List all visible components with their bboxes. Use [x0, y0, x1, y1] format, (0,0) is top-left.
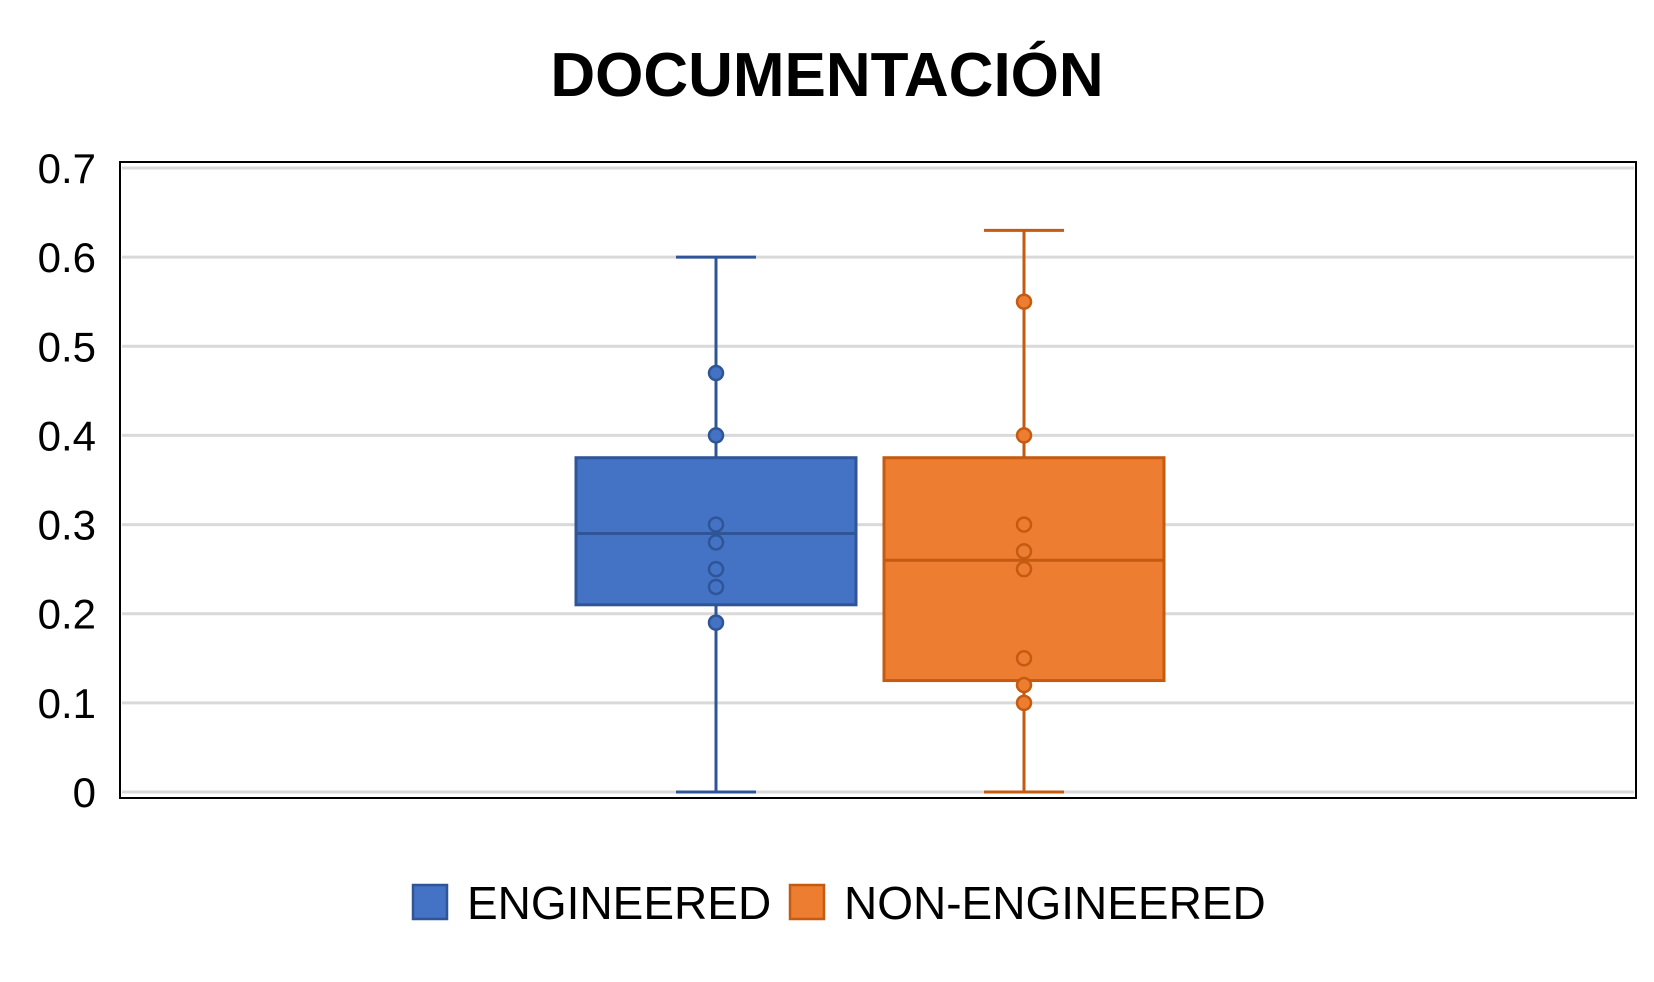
y-tick-label-0: 0 — [73, 769, 96, 816]
data-point-3 — [707, 534, 725, 551]
data-point-5 — [707, 578, 725, 596]
legend-item-1: NON-ENGINEERED — [788, 877, 1266, 929]
data-point-1 — [707, 427, 725, 444]
y-tick-label-1: 0.1 — [38, 680, 96, 727]
legend: ENGINEERED NON-ENGINEERED — [411, 877, 1266, 929]
data-point-2 — [707, 516, 725, 533]
y-axis-tick-labels: 0 0.1 0.2 0.3 0.4 0.5 0.6 0.7 — [38, 145, 96, 816]
data-point-6 — [1015, 676, 1033, 694]
y-tick-label-5: 0.5 — [38, 323, 96, 370]
data-point-4 — [707, 560, 725, 578]
data-point-2 — [1015, 516, 1033, 533]
data-point-7 — [1015, 694, 1033, 712]
box-series-0 — [574, 255, 858, 794]
data-point-0 — [1015, 293, 1033, 310]
box-series — [574, 228, 1166, 794]
y-tick-label-4: 0.4 — [38, 412, 96, 459]
legend-label: ENGINEERED — [467, 877, 771, 929]
legend-item-0: ENGINEERED — [411, 877, 771, 929]
legend-label: NON-ENGINEERED — [844, 877, 1266, 929]
data-point-5 — [1015, 650, 1033, 667]
data-point-3 — [1015, 543, 1033, 560]
legend-swatch — [411, 883, 449, 921]
data-point-1 — [1015, 427, 1033, 444]
box-series-1 — [882, 228, 1166, 794]
y-tick-label-3: 0.3 — [38, 502, 96, 549]
chart-title: DOCUMENTACIÓN — [550, 41, 1103, 110]
data-point-6 — [707, 614, 725, 631]
box-iqr — [882, 456, 1166, 683]
y-tick-label-2: 0.2 — [38, 591, 96, 638]
data-point-4 — [1015, 560, 1033, 578]
y-tick-label-6: 0.6 — [38, 234, 96, 281]
plot-area-frame — [119, 161, 1637, 799]
legend-swatch — [788, 883, 826, 921]
data-point-0 — [707, 364, 725, 382]
y-tick-label-7: 0.7 — [38, 145, 96, 192]
gridlines — [122, 166, 1634, 794]
